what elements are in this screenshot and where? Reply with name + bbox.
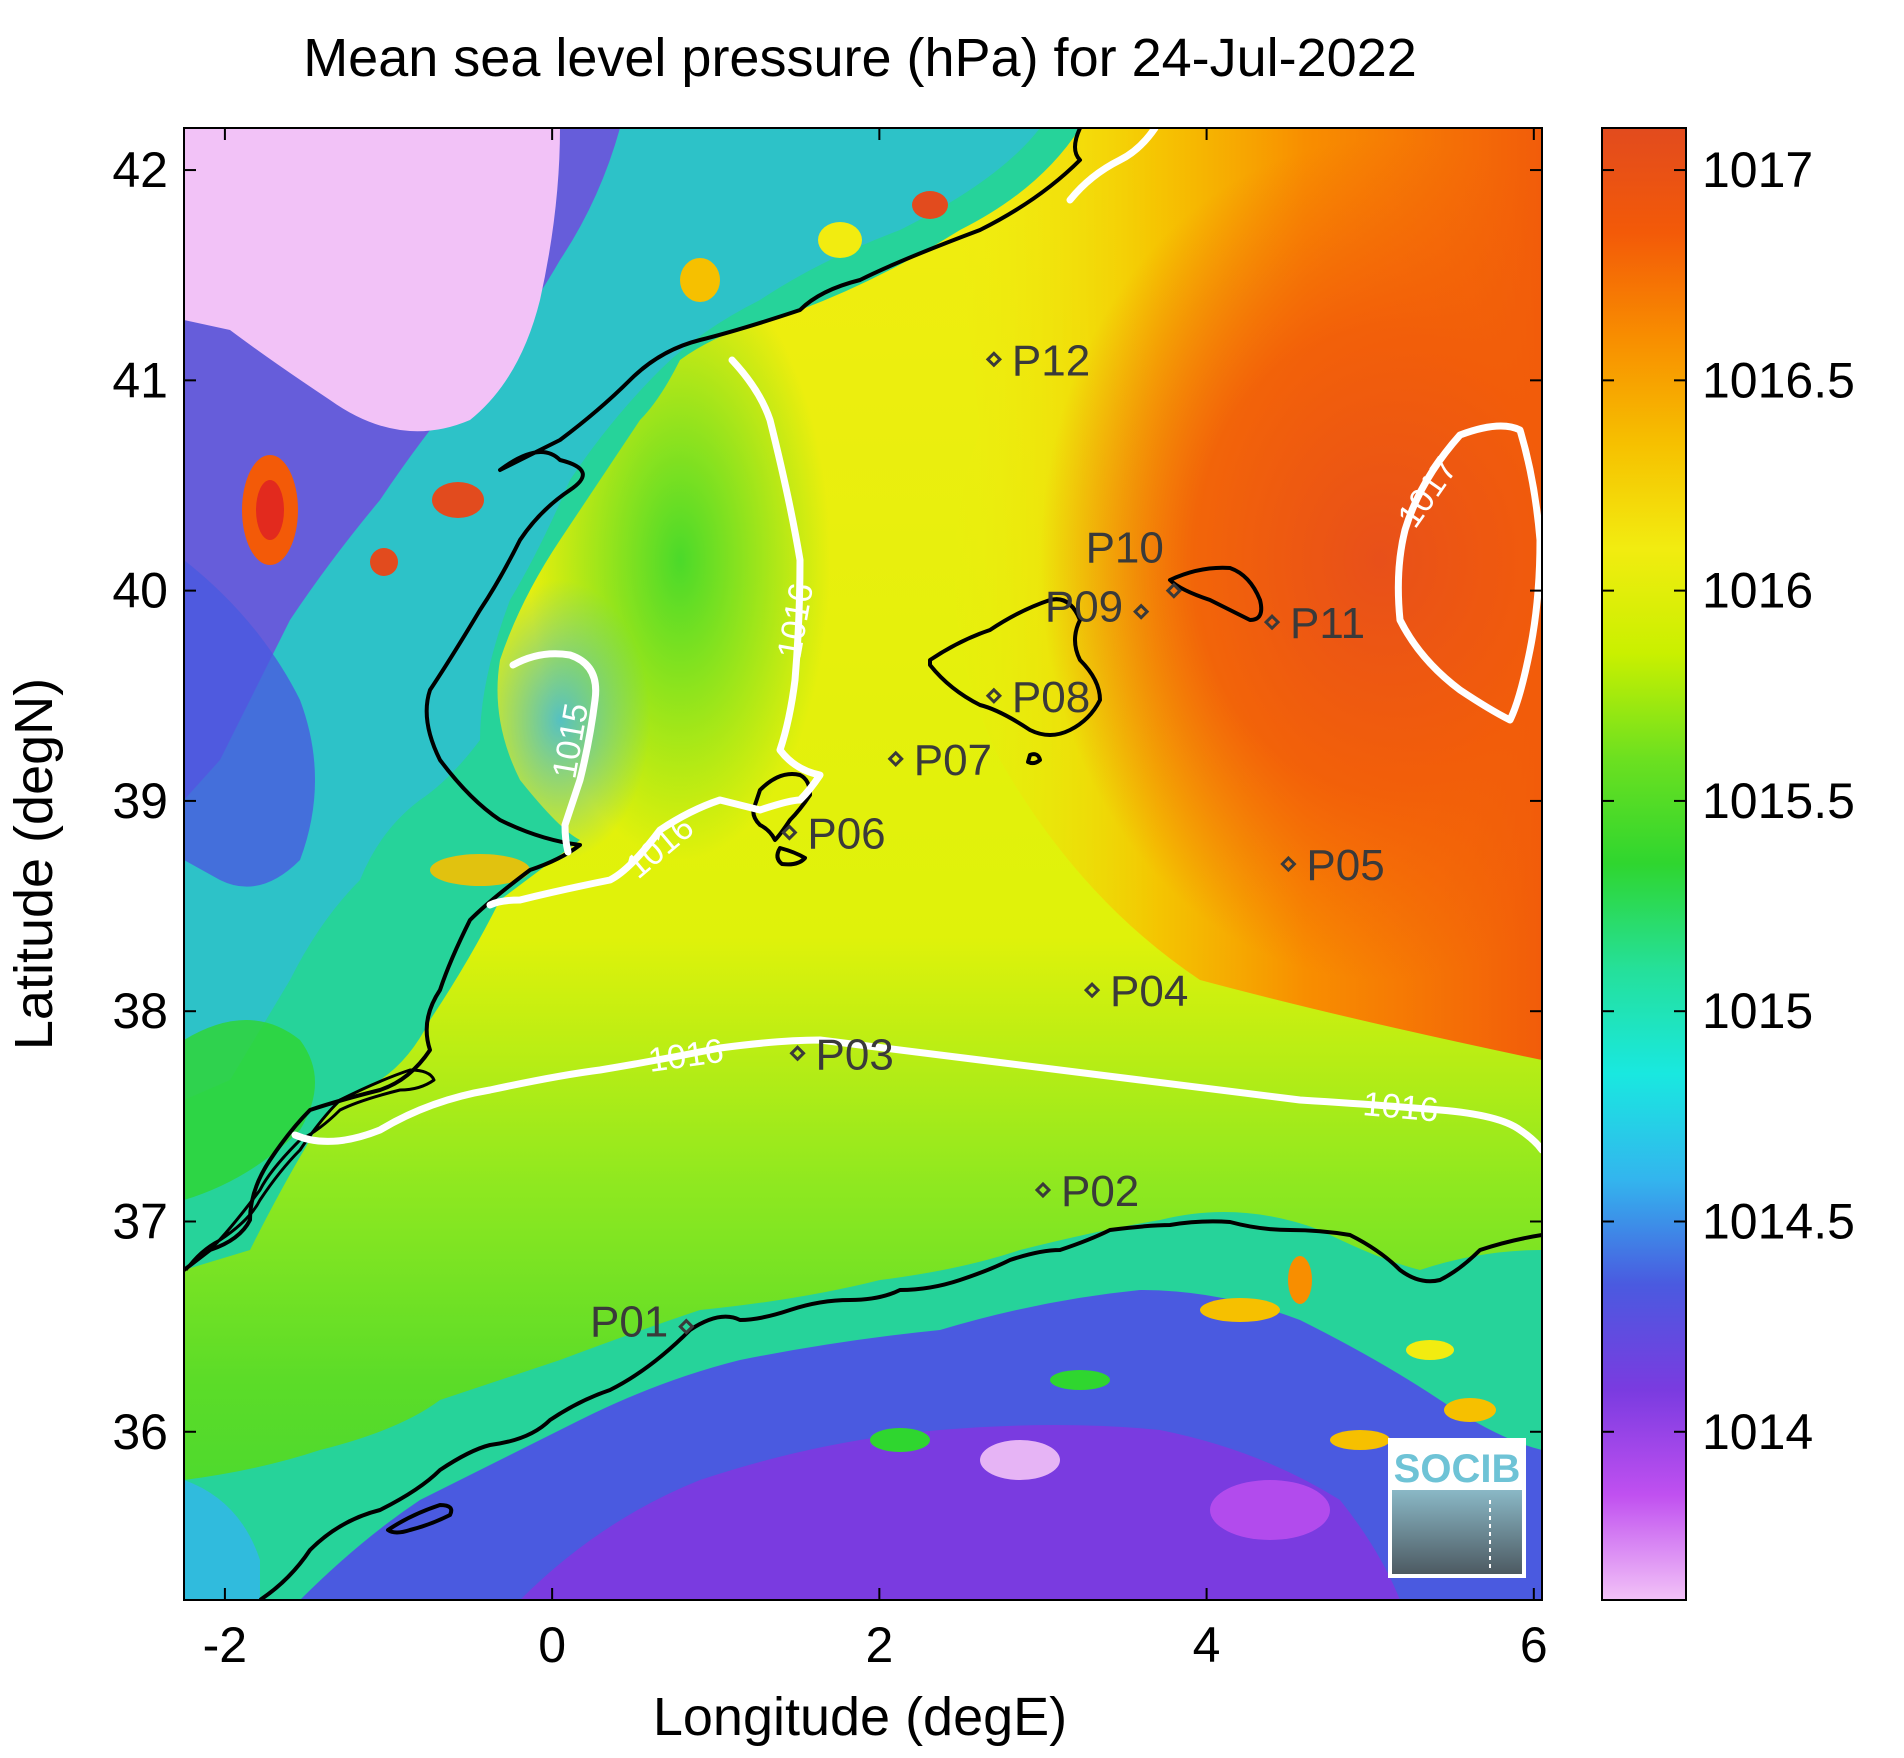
station-marker xyxy=(985,687,1003,704)
station-marker xyxy=(678,1318,695,1335)
y-tick-label: 37 xyxy=(112,1193,168,1249)
station-marker xyxy=(985,351,1003,368)
y-tick-label: 41 xyxy=(112,352,168,408)
station-marker xyxy=(1133,603,1150,620)
x-axis: -2 0 2 4 6 xyxy=(203,128,1548,1673)
y-tick-label: 39 xyxy=(112,773,168,829)
contour-1016-west xyxy=(486,356,824,909)
pressure-field xyxy=(184,128,1542,1600)
colorbar-ramp xyxy=(1602,128,1686,1600)
station-label: P11 xyxy=(1290,599,1365,648)
colorbar-tick-label: 1015 xyxy=(1702,983,1813,1039)
station-label: P04 xyxy=(1110,967,1188,1016)
colorbar-frame xyxy=(1601,127,1687,1601)
station-label: P06 xyxy=(807,809,885,858)
colorbar-tick-label: 1014.5 xyxy=(1702,1193,1855,1249)
station-marker xyxy=(789,1045,806,1062)
colorbar-tick-label: 1016.5 xyxy=(1702,352,1855,408)
station-marker xyxy=(1083,982,1101,999)
colorbar-ticks: 1014 1014.5 1015 1015.5 1016 1016.5 1017 xyxy=(1602,142,1855,1460)
x-tick-label: 0 xyxy=(538,1617,566,1673)
station-marker xyxy=(1165,582,1182,599)
colorbar-tick-label: 1015.5 xyxy=(1702,773,1855,829)
contour-1016-north xyxy=(1066,128,1159,204)
y-tick-label: 40 xyxy=(112,563,168,619)
y-axis-title: Latitude (degN) xyxy=(4,678,64,1050)
map-frame xyxy=(183,127,1543,1601)
station-marker xyxy=(781,824,798,841)
station-label: P12 xyxy=(1012,336,1090,385)
station-label: P02 xyxy=(1061,1167,1139,1216)
station-marker xyxy=(1034,1181,1052,1199)
contour-1017 xyxy=(1394,422,1542,724)
y-axis: 36 37 38 39 40 41 42 xyxy=(112,142,1542,1460)
station-label: P09 xyxy=(1045,583,1123,632)
socib-logo: SOCIB xyxy=(1388,1438,1526,1578)
x-tick-label: 2 xyxy=(865,1617,893,1673)
chart-title: Mean sea level pressure (hPa) for 24-Jul… xyxy=(303,28,1417,88)
colorbar-tick-label: 1017 xyxy=(1702,142,1813,198)
colorbar-tick-label: 1014 xyxy=(1702,1404,1813,1460)
pressure-contours xyxy=(291,128,1542,1154)
station-label: P03 xyxy=(816,1030,894,1079)
x-tick-label: -2 xyxy=(203,1617,247,1673)
contour-label-1016: 1016 xyxy=(1361,1085,1440,1129)
x-tick-label: 4 xyxy=(1193,1617,1221,1673)
y-tick-label: 42 xyxy=(112,142,168,198)
stations: P01 P02 P03 P04 P05 P06 P07 P08 P09 P10 P11 P12 xyxy=(590,336,1385,1346)
colorbar-tick-label: 1016 xyxy=(1702,563,1813,619)
station-label: P01 xyxy=(590,1298,668,1347)
y-tick-label: 36 xyxy=(112,1404,168,1460)
station-marker xyxy=(887,750,904,767)
y-tick-label: 38 xyxy=(112,983,168,1039)
x-axis-title: Longitude (degE) xyxy=(653,1687,1067,1747)
coastlines xyxy=(184,128,1542,1600)
station-marker xyxy=(1280,855,1297,873)
station-label: P08 xyxy=(1012,673,1090,722)
station-label: P05 xyxy=(1306,841,1384,890)
contour-1015 xyxy=(509,650,600,856)
station-label: P10 xyxy=(1086,524,1164,573)
logo-text: SOCIB xyxy=(1394,1447,1521,1491)
contour-1016-south xyxy=(291,1036,1542,1154)
colorbar: 1014 1014.5 1015 1015.5 1016 1016.5 1017 xyxy=(1601,127,1855,1601)
station-marker xyxy=(1263,614,1281,631)
x-tick-label: 6 xyxy=(1520,1617,1548,1673)
station-label: P07 xyxy=(914,736,992,785)
